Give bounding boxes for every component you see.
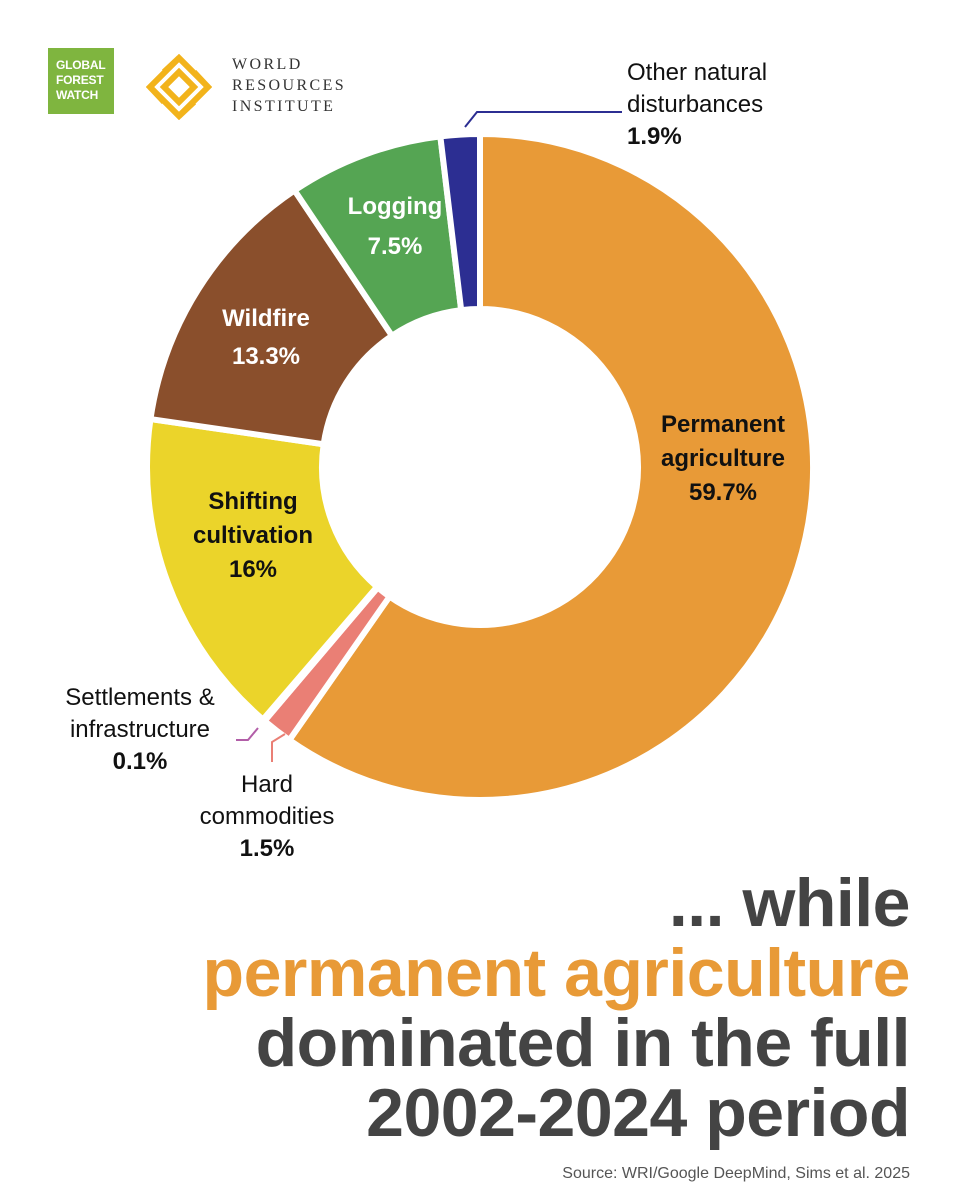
leader-lines <box>236 111 622 762</box>
gfw-logo-line: GLOBAL <box>56 58 106 72</box>
leader-line <box>464 111 622 128</box>
slice-label: cultivation <box>193 522 313 549</box>
slice-label: Other natural <box>627 59 767 86</box>
headline: ... while permanent agriculture dominate… <box>202 865 911 1151</box>
slice-label: Permanent <box>661 411 785 438</box>
slice-label: Shifting <box>208 488 297 515</box>
leader-line <box>236 727 259 741</box>
slice-other-natural-disturbances <box>437 131 483 314</box>
slice-value-label: 1.9% <box>627 123 682 150</box>
slice-label: Logging <box>348 193 443 220</box>
slice-label: disturbances <box>627 91 763 118</box>
gfw-logo-line: WATCH <box>56 88 99 102</box>
global-forest-watch-logo: GLOBAL FOREST WATCH <box>48 48 114 114</box>
slice-permanent-agriculture <box>286 131 816 803</box>
slice-value-label: 7.5% <box>368 233 423 260</box>
headline-line-4: 2002-2024 period <box>366 1075 910 1151</box>
slice-value-label: 59.7% <box>689 479 757 506</box>
slice-value-label: 16% <box>229 556 277 583</box>
slice-label: agriculture <box>661 445 785 472</box>
donut-chart: Permanent agriculture 59.7% Hard commodities… <box>65 59 816 862</box>
wri-logo-line: INSTITUTE <box>232 98 336 115</box>
logos: GLOBAL FOREST WATCH WORLD RESOURCES INST… <box>48 48 368 128</box>
wri-knot-icon <box>146 54 212 120</box>
slice-shifting-cultivation <box>144 416 381 723</box>
wri-logo-line: WORLD <box>232 56 303 73</box>
slice-value-label: 13.3% <box>232 343 300 370</box>
slice-label: Wildfire <box>222 305 310 332</box>
headline-line-1: ... while <box>668 865 911 941</box>
slice-labels: Permanent agriculture 59.7% Hard commodities… <box>65 59 785 862</box>
slice-label: commodities <box>200 803 335 830</box>
slice-label: Hard <box>241 771 293 798</box>
slice-label: infrastructure <box>70 716 210 743</box>
leader-line <box>271 733 286 762</box>
wri-logo-text: WORLD RESOURCES INSTITUTE <box>232 54 346 117</box>
wri-logo-line: RESOURCES <box>232 77 347 94</box>
slice-label: Settlements & <box>65 684 214 711</box>
gfw-logo-line: FOREST <box>56 73 104 87</box>
slice-wildfire <box>147 187 396 448</box>
slice-value-label: 1.5% <box>240 835 295 862</box>
source-note: Source: WRI/Google DeepMind, Sims et al.… <box>562 1165 910 1182</box>
slice-value-label: 0.1% <box>113 748 168 775</box>
headline-line-2: permanent agriculture <box>202 935 911 1011</box>
headline-line-3: dominated in the full <box>255 1005 911 1081</box>
donut-slices <box>144 131 816 803</box>
